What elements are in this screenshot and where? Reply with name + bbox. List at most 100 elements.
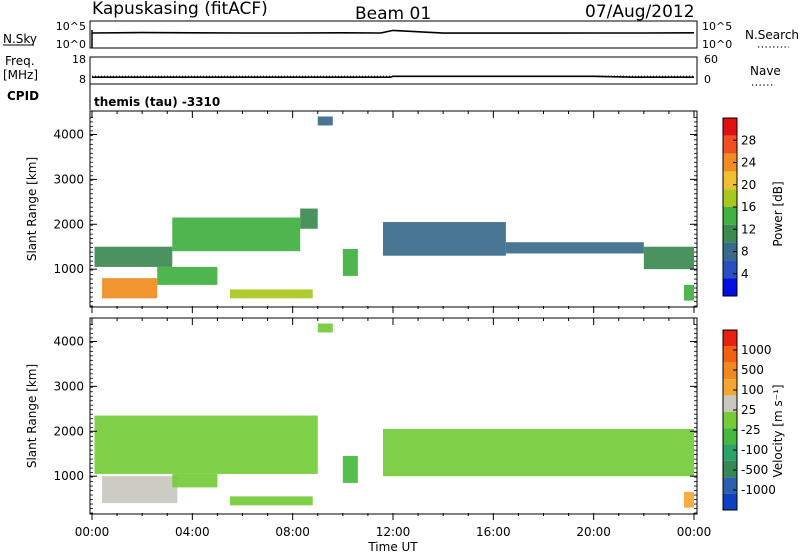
nsearch-label: N.Search <box>745 28 799 42</box>
velocity-ytick-label-0: 4000 <box>53 334 84 348</box>
power-colorbar-swatch-9 <box>723 278 737 296</box>
power-colorbar-tick-label-6: 4 <box>741 267 749 281</box>
velocity-region-1 <box>102 476 178 504</box>
velocity-colorbar-swatch-5 <box>723 411 737 429</box>
velocity-ytick-label-3: 1000 <box>53 469 84 483</box>
velocity-colorbar-swatch-1 <box>723 346 737 363</box>
nave-label: Nave <box>750 64 781 78</box>
velocity-ytick-label-1: 3000 <box>53 379 84 393</box>
velocity-colorbar-label: Velocity [m s⁻¹] <box>771 384 785 477</box>
power-colorbar-tick-label-2: 20 <box>741 178 756 192</box>
velocity-ylabel: Slant Range [km] <box>25 364 39 468</box>
x-tick-label-2: 08:00 <box>275 525 310 539</box>
velocity-ytick-label-2: 2000 <box>53 424 84 438</box>
velocity-colorbar-tick-label-6: -500 <box>741 463 768 477</box>
x-axis-label: Time UT <box>367 540 418 554</box>
velocity-colorbar-tick-label-5: -100 <box>741 443 768 457</box>
nsky-label: N.Sky <box>3 32 37 46</box>
velocity-axis: 4000 3000 2000 1000 <box>53 318 697 520</box>
x-tick-label-4: 16:00 <box>476 525 511 539</box>
velocity-region-5 <box>342 455 358 483</box>
velocity-region-3 <box>229 496 313 506</box>
freq-panel <box>89 56 698 85</box>
date-title: 07/Aug/2012 <box>585 2 695 22</box>
nsky-trace <box>91 29 695 34</box>
x-tick-label-3: 12:00 <box>376 525 411 539</box>
velocity-colorbar-swatch-3 <box>723 379 737 396</box>
power-colorbar-swatch-8 <box>723 260 737 279</box>
power-colorbar-tick-label-1: 24 <box>741 156 756 170</box>
power-region-3 <box>102 278 158 299</box>
power-region-8 <box>382 222 506 256</box>
power-colorbar-swatch-7 <box>723 242 737 261</box>
nsky-panel <box>89 20 698 49</box>
velocity-colorbar-tick-label-3: 25 <box>741 403 756 417</box>
velocity-colorbar-tick-label-0: 1000 <box>741 343 772 357</box>
power-axis: 4000 3000 2000 1000 <box>53 111 697 313</box>
power-ylabel: Slant Range [km] <box>25 157 39 261</box>
freq-left-tick-top: 18 <box>72 53 86 66</box>
power-colorbar-swatch-2 <box>723 153 737 172</box>
freq-label-line1: Freq. <box>5 54 35 68</box>
velocity-heatmap <box>94 323 694 508</box>
freq-left-tick-bottom: 8 <box>79 73 86 86</box>
power-ytick-label-2: 2000 <box>53 217 84 231</box>
power-colorbar: 28 24 20 16 12 8 4 <box>722 117 756 297</box>
power-region-6 <box>317 116 333 126</box>
velocity-colorbar-swatch-0 <box>723 330 737 347</box>
velocity-colorbar-frame <box>722 329 738 511</box>
power-region-4 <box>157 266 218 285</box>
power-region-0 <box>94 246 173 267</box>
nsky-right-tick-bottom: 10^0 <box>702 38 732 51</box>
velocity-colorbar-swatch-9 <box>723 477 737 494</box>
nsky-left-tick-top: 10^5 <box>56 20 86 33</box>
power-colorbar-tick-label-4: 12 <box>741 222 756 236</box>
velocity-colorbar-swatch-8 <box>723 460 737 478</box>
velocity-colorbar-swatch-10 <box>723 493 737 510</box>
velocity-colorbar-swatch-4 <box>723 395 737 412</box>
power-region-10 <box>643 246 694 270</box>
velocity-colorbar-swatch-6 <box>723 428 737 445</box>
station-title: Kapuskasing (fitACF) <box>92 0 268 19</box>
velocity-colorbar-tick-label-4: -25 <box>741 423 761 437</box>
nsky-right-tick-top: 10^5 <box>702 20 732 33</box>
power-colorbar-swatch-5 <box>723 207 737 225</box>
freq-right-tick-top: 60 <box>704 53 718 66</box>
x-tick-label-0: 00:00 <box>75 525 110 539</box>
freq-label-line2: [MHz] <box>3 68 38 82</box>
power-region-1 <box>172 217 301 252</box>
velocity-region-6 <box>382 429 694 477</box>
power-region-11 <box>683 284 694 301</box>
power-colorbar-tick-label-3: 16 <box>741 200 756 214</box>
velocity-region-7 <box>683 491 694 508</box>
power-colorbar-tick-label-5: 8 <box>741 245 749 259</box>
power-colorbar-swatch-4 <box>723 189 737 207</box>
power-colorbar-tick-label-0: 28 <box>741 133 756 147</box>
velocity-colorbar-swatch-7 <box>723 444 737 461</box>
beam-title: Beam 01 <box>355 4 431 24</box>
velocity-region-4 <box>317 323 333 333</box>
velocity-colorbar-tick-label-2: 100 <box>741 383 764 397</box>
power-region-2 <box>300 208 318 229</box>
freq-right-tick-bottom: 0 <box>704 73 711 86</box>
x-tick-label-5: 20:00 <box>576 525 611 539</box>
freq-trace <box>92 75 694 78</box>
x-tick-label-6: 00:00 <box>677 525 712 539</box>
x-tick-labels: 00:00 04:00 08:00 12:00 16:00 20:00 00:00 <box>75 525 712 539</box>
power-region-7 <box>342 248 358 276</box>
power-heatmap <box>94 116 694 301</box>
velocity-region-2 <box>172 473 218 488</box>
nsky-left-tick-bottom: 10^0 <box>56 38 86 51</box>
power-colorbar-swatch-6 <box>723 224 737 243</box>
cpid-label: CPID <box>7 89 39 103</box>
power-region-9 <box>505 242 644 254</box>
power-ytick-label-0: 4000 <box>53 127 84 141</box>
power-colorbar-swatch-0 <box>723 118 737 136</box>
power-colorbar-swatch-3 <box>723 171 737 190</box>
velocity-colorbar-swatch-2 <box>723 362 737 380</box>
power-colorbar-label: Power [dB] <box>771 181 785 246</box>
power-region-5 <box>229 289 313 299</box>
velocity-colorbar-tick-label-7: -1000 <box>741 483 776 497</box>
cpid-text: themis (tau) -3310 <box>94 95 220 109</box>
